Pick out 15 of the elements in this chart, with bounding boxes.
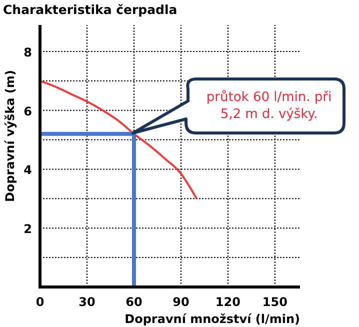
x-tick-label: 120 [215,295,240,309]
y-tick-label: 8 [24,45,32,60]
x-axis-title: Dopravní množství (l/min) [124,312,300,326]
x-tick-label: 150 [262,295,288,309]
line-series [39,80,198,200]
annotation: průtok 60 l/min. při 5,2 m d. výšky. [206,89,332,122]
y-tick-label: 6 [24,104,32,118]
x-tick-label: 0 [36,295,44,309]
chart-title: Charakteristika čerpadla [3,2,178,17]
x-tick-label: 90 [172,295,190,309]
y-tick-label: 2 [24,222,32,236]
x-tick-label: 60 [126,295,142,309]
y-axis-title: Dopravní výška (m) [3,70,17,202]
x-tick-label: 30 [78,295,96,309]
y-tick-label: 4 [24,163,32,178]
